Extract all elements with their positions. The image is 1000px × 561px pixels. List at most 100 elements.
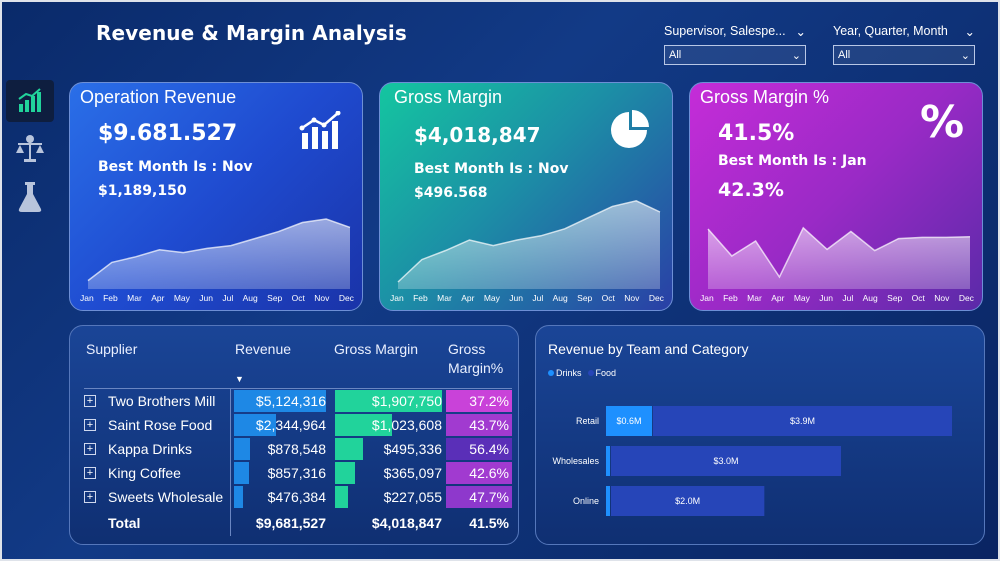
kpi-title: Operation Revenue bbox=[80, 87, 237, 107]
revenue-value: $878,548 bbox=[267, 441, 326, 457]
kpi-best-value: 42.3% bbox=[718, 179, 784, 201]
percent-icon: % bbox=[920, 97, 965, 148]
bar-data-label: $3.9M bbox=[790, 416, 815, 426]
sort-desc-icon[interactable]: ▼ bbox=[235, 374, 244, 384]
filter-supervisor[interactable]: Supervisor, Salespe... ⌄ All ⌄ bbox=[664, 22, 806, 65]
kpi-card-margin-pct[interactable]: Gross Margin % 41.5% Best Month Is : Jan… bbox=[689, 82, 983, 311]
month-tick: Oct bbox=[601, 293, 615, 303]
month-tick: May bbox=[173, 293, 190, 303]
kpi-best-label: Best Month Is : Nov bbox=[98, 159, 253, 175]
chevron-down-icon[interactable]: ⌄ bbox=[795, 24, 806, 39]
chevron-down-icon: ⌄ bbox=[791, 49, 801, 62]
supplier-table-panel: Supplier Revenue Gross Margin Gross Marg… bbox=[69, 325, 519, 545]
header-divider bbox=[84, 388, 512, 389]
margin-pct-cell bbox=[446, 438, 512, 460]
month-axis: Jan Feb Mar Apr May Jun Jul Aug Sep Oct Nov Dec bbox=[390, 293, 664, 303]
month-tick: Apr bbox=[771, 293, 785, 303]
table-row[interactable]: + King Coffee $857,316 $365,097 42.6% bbox=[84, 462, 514, 484]
supplier-name: Kappa Drinks bbox=[108, 441, 193, 457]
expand-icon[interactable]: + bbox=[84, 438, 96, 460]
col-header-margin-pct[interactable]: Gross Margin% bbox=[448, 341, 503, 376]
month-tick: Dec bbox=[958, 293, 974, 303]
revenue-value: $2,344,964 bbox=[255, 417, 326, 433]
col-header-supplier[interactable]: Supplier bbox=[86, 341, 138, 357]
expand-icon[interactable]: + bbox=[84, 414, 96, 436]
table-row[interactable]: + Saint Rose Food $2,344,964 $1,023,608 … bbox=[84, 414, 514, 436]
sidebar-item-revenue[interactable] bbox=[6, 80, 54, 122]
kpi-value: $9.681.527 bbox=[98, 121, 238, 146]
kpi-value: 41.5% bbox=[718, 121, 795, 146]
flask-icon bbox=[18, 182, 42, 212]
sidebar-item-scales[interactable] bbox=[6, 128, 54, 170]
kpi-best-label: Best Month Is : Nov bbox=[414, 161, 569, 177]
filter-dropdown[interactable]: All ⌄ bbox=[664, 45, 806, 65]
kpi-card-margin[interactable]: Gross Margin $4,018,847 Best Month Is : … bbox=[379, 82, 673, 311]
month-tick: Jan bbox=[80, 293, 94, 303]
category-label: Wholesales bbox=[552, 456, 599, 466]
month-tick: Aug bbox=[552, 293, 568, 303]
filter-dropdown[interactable]: All ⌄ bbox=[833, 45, 975, 65]
kpi-best-value: $1,189,150 bbox=[98, 183, 187, 199]
month-tick: Jun bbox=[199, 293, 213, 303]
expand-icon[interactable]: + bbox=[84, 462, 96, 484]
revenue-bar bbox=[234, 462, 250, 484]
bar-drinks[interactable] bbox=[606, 446, 610, 476]
total-label: Total bbox=[108, 515, 141, 531]
month-tick: Aug bbox=[862, 293, 878, 303]
margin-bar bbox=[335, 390, 442, 412]
expand-icon[interactable]: + bbox=[84, 486, 96, 508]
sparkline-area bbox=[708, 227, 970, 289]
margin-pct-value: 47.7% bbox=[469, 489, 509, 505]
margin-bar bbox=[335, 486, 348, 508]
expand-icon[interactable]: + bbox=[84, 390, 96, 412]
month-tick: Jun bbox=[509, 293, 523, 303]
header-line: Margin% bbox=[448, 360, 504, 376]
chart-legend: Drinks Food bbox=[548, 368, 616, 378]
sparkline-area bbox=[88, 219, 350, 289]
filter-label: Year, Quarter, Month bbox=[833, 24, 948, 38]
sparkline-area bbox=[398, 200, 660, 289]
chevron-down-icon[interactable]: ⌄ bbox=[964, 24, 975, 39]
col-header-margin[interactable]: Gross Margin bbox=[334, 341, 419, 357]
margin-value: $495,336 bbox=[383, 441, 442, 457]
revenue-bar bbox=[234, 486, 243, 508]
month-tick: Mar bbox=[127, 293, 142, 303]
sparkline-margin bbox=[397, 200, 661, 289]
month-tick: Jul bbox=[842, 293, 854, 303]
month-tick: Feb bbox=[103, 293, 118, 303]
revenue-bar bbox=[234, 390, 326, 412]
bar-food[interactable] bbox=[653, 406, 952, 436]
sparkline-line bbox=[397, 200, 661, 283]
table-row[interactable]: + Two Brothers Mill $5,124,316 $1,907,75… bbox=[84, 390, 514, 412]
month-tick: Jul bbox=[532, 293, 544, 303]
bar-drinks[interactable] bbox=[606, 486, 610, 516]
revenue-bar bbox=[234, 414, 277, 436]
legend-item-drinks[interactable]: Drinks bbox=[548, 368, 582, 378]
margin-pct-value: 56.4% bbox=[469, 441, 509, 457]
bar-food[interactable] bbox=[611, 446, 841, 476]
sparkline-line bbox=[707, 226, 971, 279]
sidebar-item-lab[interactable] bbox=[6, 176, 54, 218]
kpi-card-revenue[interactable]: Operation Revenue $9.681.527 Best Month … bbox=[69, 82, 363, 311]
filter-date[interactable]: Year, Quarter, Month ⌄ All ⌄ bbox=[833, 22, 975, 65]
month-tick: Oct bbox=[911, 293, 925, 303]
kpi-title: Gross Margin bbox=[394, 87, 503, 107]
month-tick: Nov bbox=[624, 293, 640, 303]
legend-item-food[interactable]: Food bbox=[587, 368, 616, 378]
col-header-revenue[interactable]: Revenue bbox=[235, 341, 292, 357]
month-tick: Oct bbox=[291, 293, 305, 303]
table-row[interactable]: + Kappa Drinks $878,548 $495,336 56.4% bbox=[84, 438, 514, 460]
month-tick: May bbox=[483, 293, 500, 303]
supplier-name: Saint Rose Food bbox=[108, 417, 213, 433]
table-row[interactable]: + Sweets Wholesale $476,384 $227,055 47.… bbox=[84, 486, 514, 508]
column-divider bbox=[230, 388, 231, 536]
month-tick: Mar bbox=[747, 293, 762, 303]
header-line: Gross bbox=[448, 341, 486, 357]
legend-label: Drinks bbox=[556, 368, 582, 378]
bar-data-label: $3.0M bbox=[713, 456, 738, 466]
filter-label: Supervisor, Salespe... bbox=[664, 24, 786, 38]
bar-food[interactable] bbox=[611, 486, 765, 516]
kpi-title: Gross Margin % bbox=[700, 87, 830, 107]
bar-drinks[interactable] bbox=[606, 406, 652, 436]
month-tick: Sep bbox=[577, 293, 593, 303]
